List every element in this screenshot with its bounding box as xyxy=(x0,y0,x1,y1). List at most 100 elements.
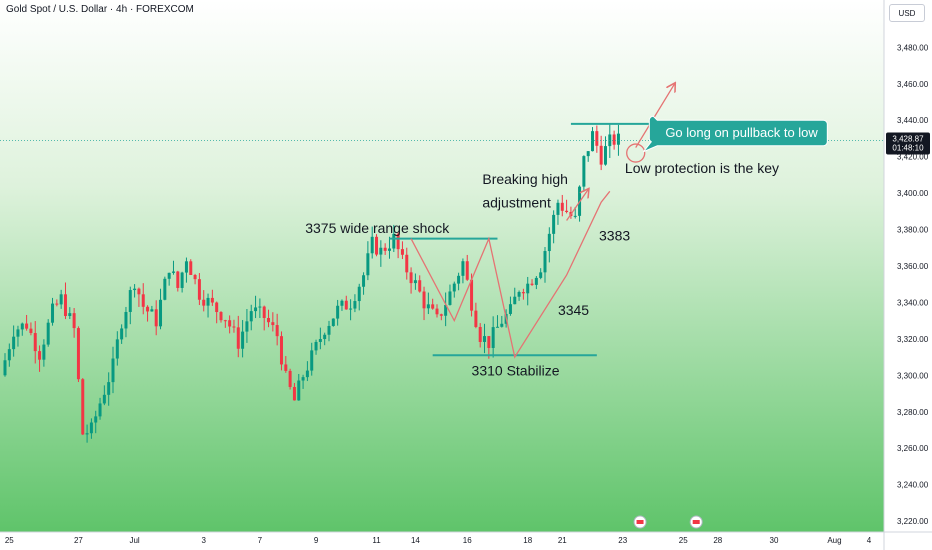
annotation-breaking-high: Breaking high xyxy=(482,171,568,187)
candle-body xyxy=(383,247,387,251)
candle-body xyxy=(215,302,219,313)
candle-body xyxy=(560,202,564,211)
candle-body xyxy=(435,308,439,315)
candle-body xyxy=(16,329,20,337)
candle-body xyxy=(292,386,296,401)
x-tick-label: 23 xyxy=(618,536,627,545)
candle-body xyxy=(327,325,331,335)
candle-body xyxy=(521,292,525,294)
candle-body xyxy=(107,382,111,395)
candle-body xyxy=(508,304,512,314)
candle-body xyxy=(452,283,456,292)
x-tick-label: Jul xyxy=(129,536,139,545)
candle-body xyxy=(400,249,404,255)
x-tick-label: 7 xyxy=(258,536,263,545)
x-tick-label: 28 xyxy=(713,536,722,545)
candle-body xyxy=(349,308,353,310)
candle-body xyxy=(336,305,340,319)
candle-body xyxy=(603,146,607,165)
candle-body xyxy=(487,336,491,348)
plot-background xyxy=(0,0,884,532)
candle-body xyxy=(586,151,590,157)
candle-body xyxy=(483,336,487,342)
candle-body xyxy=(457,275,461,284)
candle-body xyxy=(81,379,85,435)
candle-body xyxy=(102,394,106,404)
y-tick-label: 3,480.00 xyxy=(897,43,929,52)
price-tag-box xyxy=(886,132,930,155)
candle-body xyxy=(556,202,560,215)
symbol-title[interactable]: Gold Spot / U.S. Dollar · 4h · FOREXCOM xyxy=(6,4,194,15)
candle-body xyxy=(357,286,361,302)
candle-body xyxy=(94,416,98,423)
annotation-3345: 3345 xyxy=(558,302,589,318)
candle-body xyxy=(331,318,335,326)
candle-body xyxy=(193,274,197,280)
candle-body xyxy=(413,280,417,284)
candle-body xyxy=(167,272,171,279)
candle-body xyxy=(418,280,422,292)
candle-body xyxy=(582,156,586,187)
target-arrow xyxy=(635,84,675,148)
candle-body xyxy=(219,312,223,321)
candle-body xyxy=(115,339,119,359)
y-tick-label: 3,240.00 xyxy=(897,481,929,490)
candle-body xyxy=(33,333,37,352)
candle-body xyxy=(202,299,206,306)
y-tick-label: 3,260.00 xyxy=(897,444,929,453)
candle-body xyxy=(76,328,80,380)
y-tick-label: 3,460.00 xyxy=(897,80,929,89)
x-tick-label: 9 xyxy=(314,536,319,545)
candle-body xyxy=(396,233,400,250)
candle-body xyxy=(379,247,383,255)
candle-body xyxy=(439,314,443,316)
candle-body xyxy=(180,272,184,288)
candle-body xyxy=(59,294,63,305)
candle-body xyxy=(124,311,128,329)
candle-body xyxy=(206,297,210,306)
candle-body xyxy=(552,214,556,234)
candle-body xyxy=(288,370,292,387)
candle-body xyxy=(98,403,102,417)
candle-body xyxy=(38,351,42,360)
candle-body xyxy=(310,350,314,371)
candle-body xyxy=(405,254,409,273)
candle-body xyxy=(171,271,175,273)
candle-body xyxy=(42,344,46,360)
candle-body xyxy=(120,328,124,340)
candle-body xyxy=(448,291,452,305)
y-tick-label: 3,220.00 xyxy=(897,517,929,526)
candle-body xyxy=(526,283,530,294)
candle-body xyxy=(375,236,379,255)
candle-body xyxy=(89,422,93,434)
annotation-low-protection: Low protection is the key xyxy=(625,160,779,176)
currency-button[interactable]: USD xyxy=(889,4,925,22)
candle-body xyxy=(228,320,232,327)
candle-body xyxy=(500,323,504,327)
candle-body xyxy=(370,236,374,254)
x-tick-label: 30 xyxy=(770,536,779,545)
candle-body xyxy=(318,339,322,342)
event-flag xyxy=(636,520,644,524)
candle-body xyxy=(29,328,33,334)
candle-body xyxy=(3,360,7,376)
x-tick-label: 21 xyxy=(558,536,567,545)
x-tick-label: 11 xyxy=(372,536,381,545)
candle-body xyxy=(612,134,616,145)
candle-body xyxy=(68,313,72,317)
callout: Go long on pullback to low xyxy=(642,115,828,153)
candle-body xyxy=(12,336,16,350)
candle-body xyxy=(409,272,413,284)
candle-body xyxy=(241,331,245,349)
candle-body xyxy=(141,294,145,307)
callout-text: Go long on pullback to low xyxy=(665,125,818,140)
candle-body xyxy=(245,321,249,332)
time-axis-background xyxy=(0,532,884,550)
candle-body xyxy=(267,317,271,323)
current-price-tag: 3,428.87 01:48:10 xyxy=(886,132,930,155)
candle-body xyxy=(547,233,551,252)
y-tick-label: 3,360.00 xyxy=(897,262,929,271)
candlesticks xyxy=(3,124,620,443)
annotation-wide-range: 3375 wide range shock xyxy=(305,220,450,236)
